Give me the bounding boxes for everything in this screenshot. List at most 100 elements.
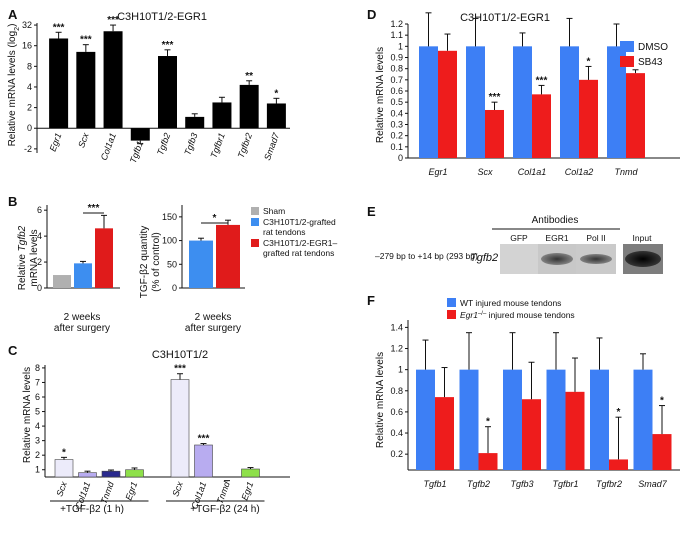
panel-d-bar-sb43 (579, 79, 598, 158)
panel-a-ytick-label: 0 (27, 123, 32, 133)
panel-c-ylabel: Relative mRNA levels (22, 367, 33, 463)
panel-f-bar (459, 369, 479, 470)
panel-b-left-bar (74, 263, 92, 288)
panel-d-title: C3H10T1/2-EGR1 (460, 12, 550, 24)
panel-a-category-label: Egr1 (48, 132, 64, 153)
panel-a-ylabel: Relative mRNA levels (log2) (7, 24, 21, 147)
panel-d-ylabel: Relative mRNA levels (375, 47, 386, 143)
panel-f-bar (546, 369, 566, 470)
panel-a-bar (185, 116, 205, 129)
panel-a-significance: *** (80, 35, 92, 46)
legend-grafted-1: C3H10T1/2-grafted (263, 217, 336, 227)
panel-f-bar (590, 369, 609, 470)
panel-d-ytick-label: 0.2 (390, 131, 403, 141)
panel-b-left-ytick-label: 0 (37, 283, 42, 293)
panel-f-bar (522, 399, 541, 470)
panel-d-ytick-label: 0.8 (390, 64, 403, 74)
lane-input-label: Input (633, 233, 653, 243)
lane-pol2-label: Pol II (586, 233, 605, 243)
panel-a-ytick-label: 16 (22, 41, 32, 51)
panel-b-left-ytick-label: 2 (37, 257, 42, 267)
panel-f-category-label: Tgfb2 (467, 479, 490, 489)
panel-c-bar (101, 470, 121, 478)
panel-d-bar-sb43 (626, 73, 645, 158)
panel-c-category-label: Scx (54, 480, 69, 498)
panel-a-category-label: Scx (76, 131, 91, 149)
panel-f-label: F (367, 293, 375, 308)
panel-c-category-label: Scx (170, 480, 185, 498)
panel-f-ytick-label: 0.4 (390, 428, 403, 438)
panel-c-significance: * (62, 447, 66, 458)
panel-f-chart: 0.2 0.4 0.6 0.8 1 1.2 1.4 Tgfb1 * Tgfb2 Tgfb3 Tgfbr… (390, 320, 680, 489)
panel-f-significance: * (660, 396, 664, 407)
legend-egr1-ko: Egr1–/– injured mouse tendons (460, 310, 575, 320)
panel-a-ytick-label: 8 (27, 61, 32, 71)
panel-a-ytick-label: 4 (27, 82, 32, 92)
panel-f-category-label: Tgfb3 (510, 479, 533, 489)
panel-c-group2-label: +TGF-β2 (24 h) (190, 504, 259, 515)
panel-b-right-chart: 0 50 100 150 * (162, 205, 245, 293)
panel-b-legend: Sham C3H10T1/2-grafted rat tendons C3H10… (251, 206, 337, 258)
panel-b-left-ytick-label: 6 (37, 205, 42, 215)
panel-a-significance: ** (245, 71, 253, 82)
panel-a-label: A (8, 7, 18, 22)
panel-d-chart: 00.10.20.3 0.40.50.60.70.80.9 11.11.2 Egr1 *… (390, 12, 680, 177)
panel-f-bar (503, 369, 522, 470)
panel-c-category-label: Egr1 (239, 480, 255, 501)
panel-b-left-chart: 0 2 4 6 *** (37, 203, 120, 293)
panel-c-bar (241, 468, 260, 478)
panel-f-ylabel: Relative mRNA levels (375, 352, 386, 448)
panel-b-left-ytick-label: 4 (37, 231, 42, 241)
panel-a-bars: ***Egr1***Scx***Col1a1 Tgfb1***Tgfb2 Tgfb3… (48, 15, 286, 165)
legend-egr1-grafted-2: grafted rat tendons (263, 248, 334, 258)
panel-d-ytick-label: 0.3 (390, 120, 403, 130)
panel-b-right-ytick-label: 150 (162, 212, 177, 222)
panel-d-ytick-label: 1 (398, 41, 403, 51)
panel-f-bar (633, 369, 653, 470)
gel-band-input (625, 251, 661, 267)
panel-a-category-label: Tgfbr1 (209, 132, 227, 160)
panel-f-ytick-label: 1 (398, 365, 403, 375)
panel-f-category-label: Smad7 (638, 479, 668, 489)
panel-b-right-bar (216, 224, 240, 288)
panel-a-bar (212, 102, 232, 129)
panel-f-bar (565, 391, 585, 470)
panel-c-ytick-label: 8 (35, 363, 40, 373)
panel-a-category-label: Smad7 (262, 131, 281, 162)
legend-swatch-wt (447, 298, 456, 307)
legend-swatch-sham (251, 207, 259, 215)
panel-f-significance: * (486, 417, 490, 428)
panel-d-significance: * (587, 56, 591, 67)
panel-d-bar-sb43 (438, 50, 457, 158)
panel-a-bar (158, 56, 177, 129)
panel-c-ytick-label: 7 (35, 377, 40, 387)
panel-d-bar-dmso (560, 46, 579, 159)
panel-d-bar-sb43 (485, 109, 504, 158)
panel-a-category-label: Tgfb1 (128, 140, 145, 165)
panel-c-ytick-label: 5 (35, 407, 40, 417)
panel-d: D C3H10T1/2-EGR1 Relative mRNA levels 00… (367, 7, 680, 177)
panel-b-left-xlabel-1: 2 weeks (64, 312, 101, 323)
panel-f-bar (652, 434, 672, 470)
panel-a-bar (49, 38, 69, 129)
panel-b-right-bar (189, 240, 213, 288)
panel-f-legend: WT injured mouse tendons Egr1–/– injured… (447, 298, 575, 320)
panel-d-category-label: Col1a2 (565, 167, 594, 177)
panel-b-right-ylabel-2: (% of control) (151, 232, 162, 291)
panel-d-legend: DMSO SB43 (620, 41, 668, 68)
panel-c: C C3H10T1/2 Relative mRNA levels 1 2 3 4 5 6 7… (8, 343, 290, 515)
panel-a-category-label: Tgfb2 (155, 132, 172, 157)
panel-b-right-ytick-label: 50 (167, 259, 177, 269)
panel-c-ytick-label: 2 (35, 450, 40, 460)
panel-c-bar (170, 379, 190, 478)
panel-b-left-xlabel-2: after surgery (54, 323, 110, 334)
panel-c-bar (194, 444, 213, 478)
panel-c-ytick-label: 6 (35, 392, 40, 402)
panel-d-bar-dmso (607, 46, 626, 159)
legend-swatch-egr1-ko (447, 310, 456, 319)
panel-e-row-label: –279 bp to +14 bp (293 bp) (375, 251, 478, 261)
lane-egr1-label: EGR1 (545, 233, 568, 243)
panel-e-header: Antibodies (532, 215, 579, 226)
panel-a-significance: *** (107, 15, 119, 26)
panel-e: E Antibodies GFP EGR1 Pol II Input –279 … (367, 204, 663, 274)
